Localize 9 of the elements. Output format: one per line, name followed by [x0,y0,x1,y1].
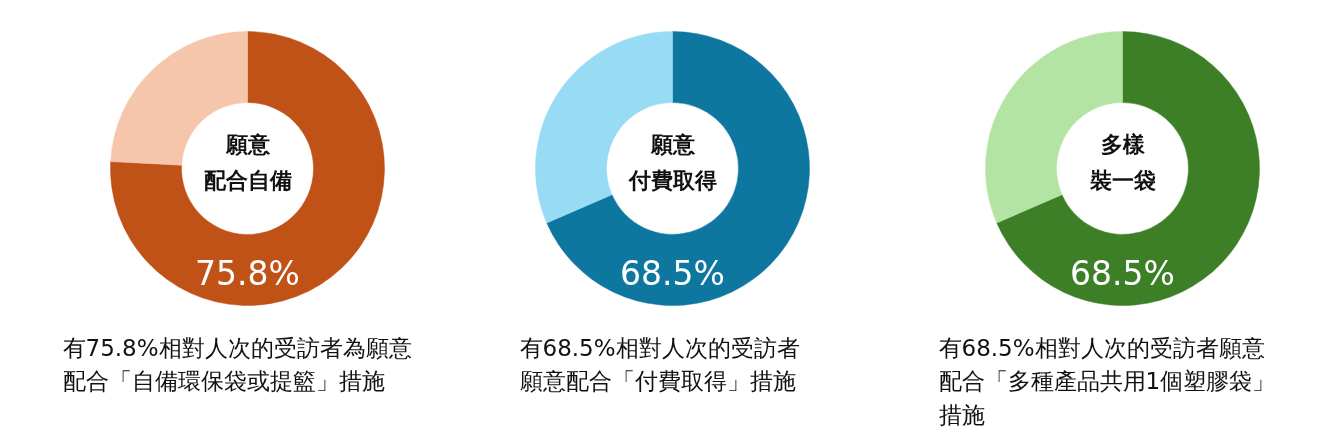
text: 願意付費取得 [627,131,717,194]
text: 多樣裝一袋 [1088,131,1156,194]
text: 有68.5%相對人次的受訪者願意配合「付費取得」措施 [519,334,800,395]
text: 有68.5%相對人次的受訪者願意配合「多種產品共用1個塑膠袋」措施 [938,334,1276,429]
text: 願意配合自備 [203,131,292,194]
data-label: 68.5% [1070,253,1175,293]
data-label: 68.5% [620,253,725,293]
data-label: 75.8% [195,253,300,293]
text: 有75.8%相對人次的受訪者為願意配合「自備環保袋或提籃」措施 [62,334,412,395]
